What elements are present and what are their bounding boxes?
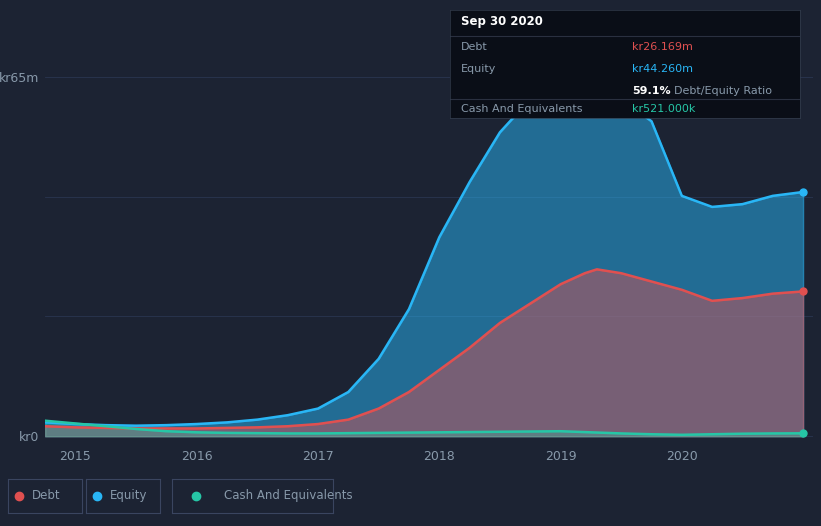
Text: kr26.169m: kr26.169m [632,43,693,53]
Text: Debt: Debt [32,489,61,502]
Text: Cash And Equivalents: Cash And Equivalents [461,104,582,114]
Text: Equity: Equity [110,489,147,502]
Text: Cash And Equivalents: Cash And Equivalents [223,489,352,502]
Text: kr521.000k: kr521.000k [632,104,695,114]
Text: kr44.260m: kr44.260m [632,64,693,74]
Text: Sep 30 2020: Sep 30 2020 [461,15,543,28]
Text: Debt: Debt [461,43,487,53]
Text: 59.1%: 59.1% [632,86,671,96]
Text: Debt/Equity Ratio: Debt/Equity Ratio [674,86,772,96]
Text: Equity: Equity [461,64,496,74]
